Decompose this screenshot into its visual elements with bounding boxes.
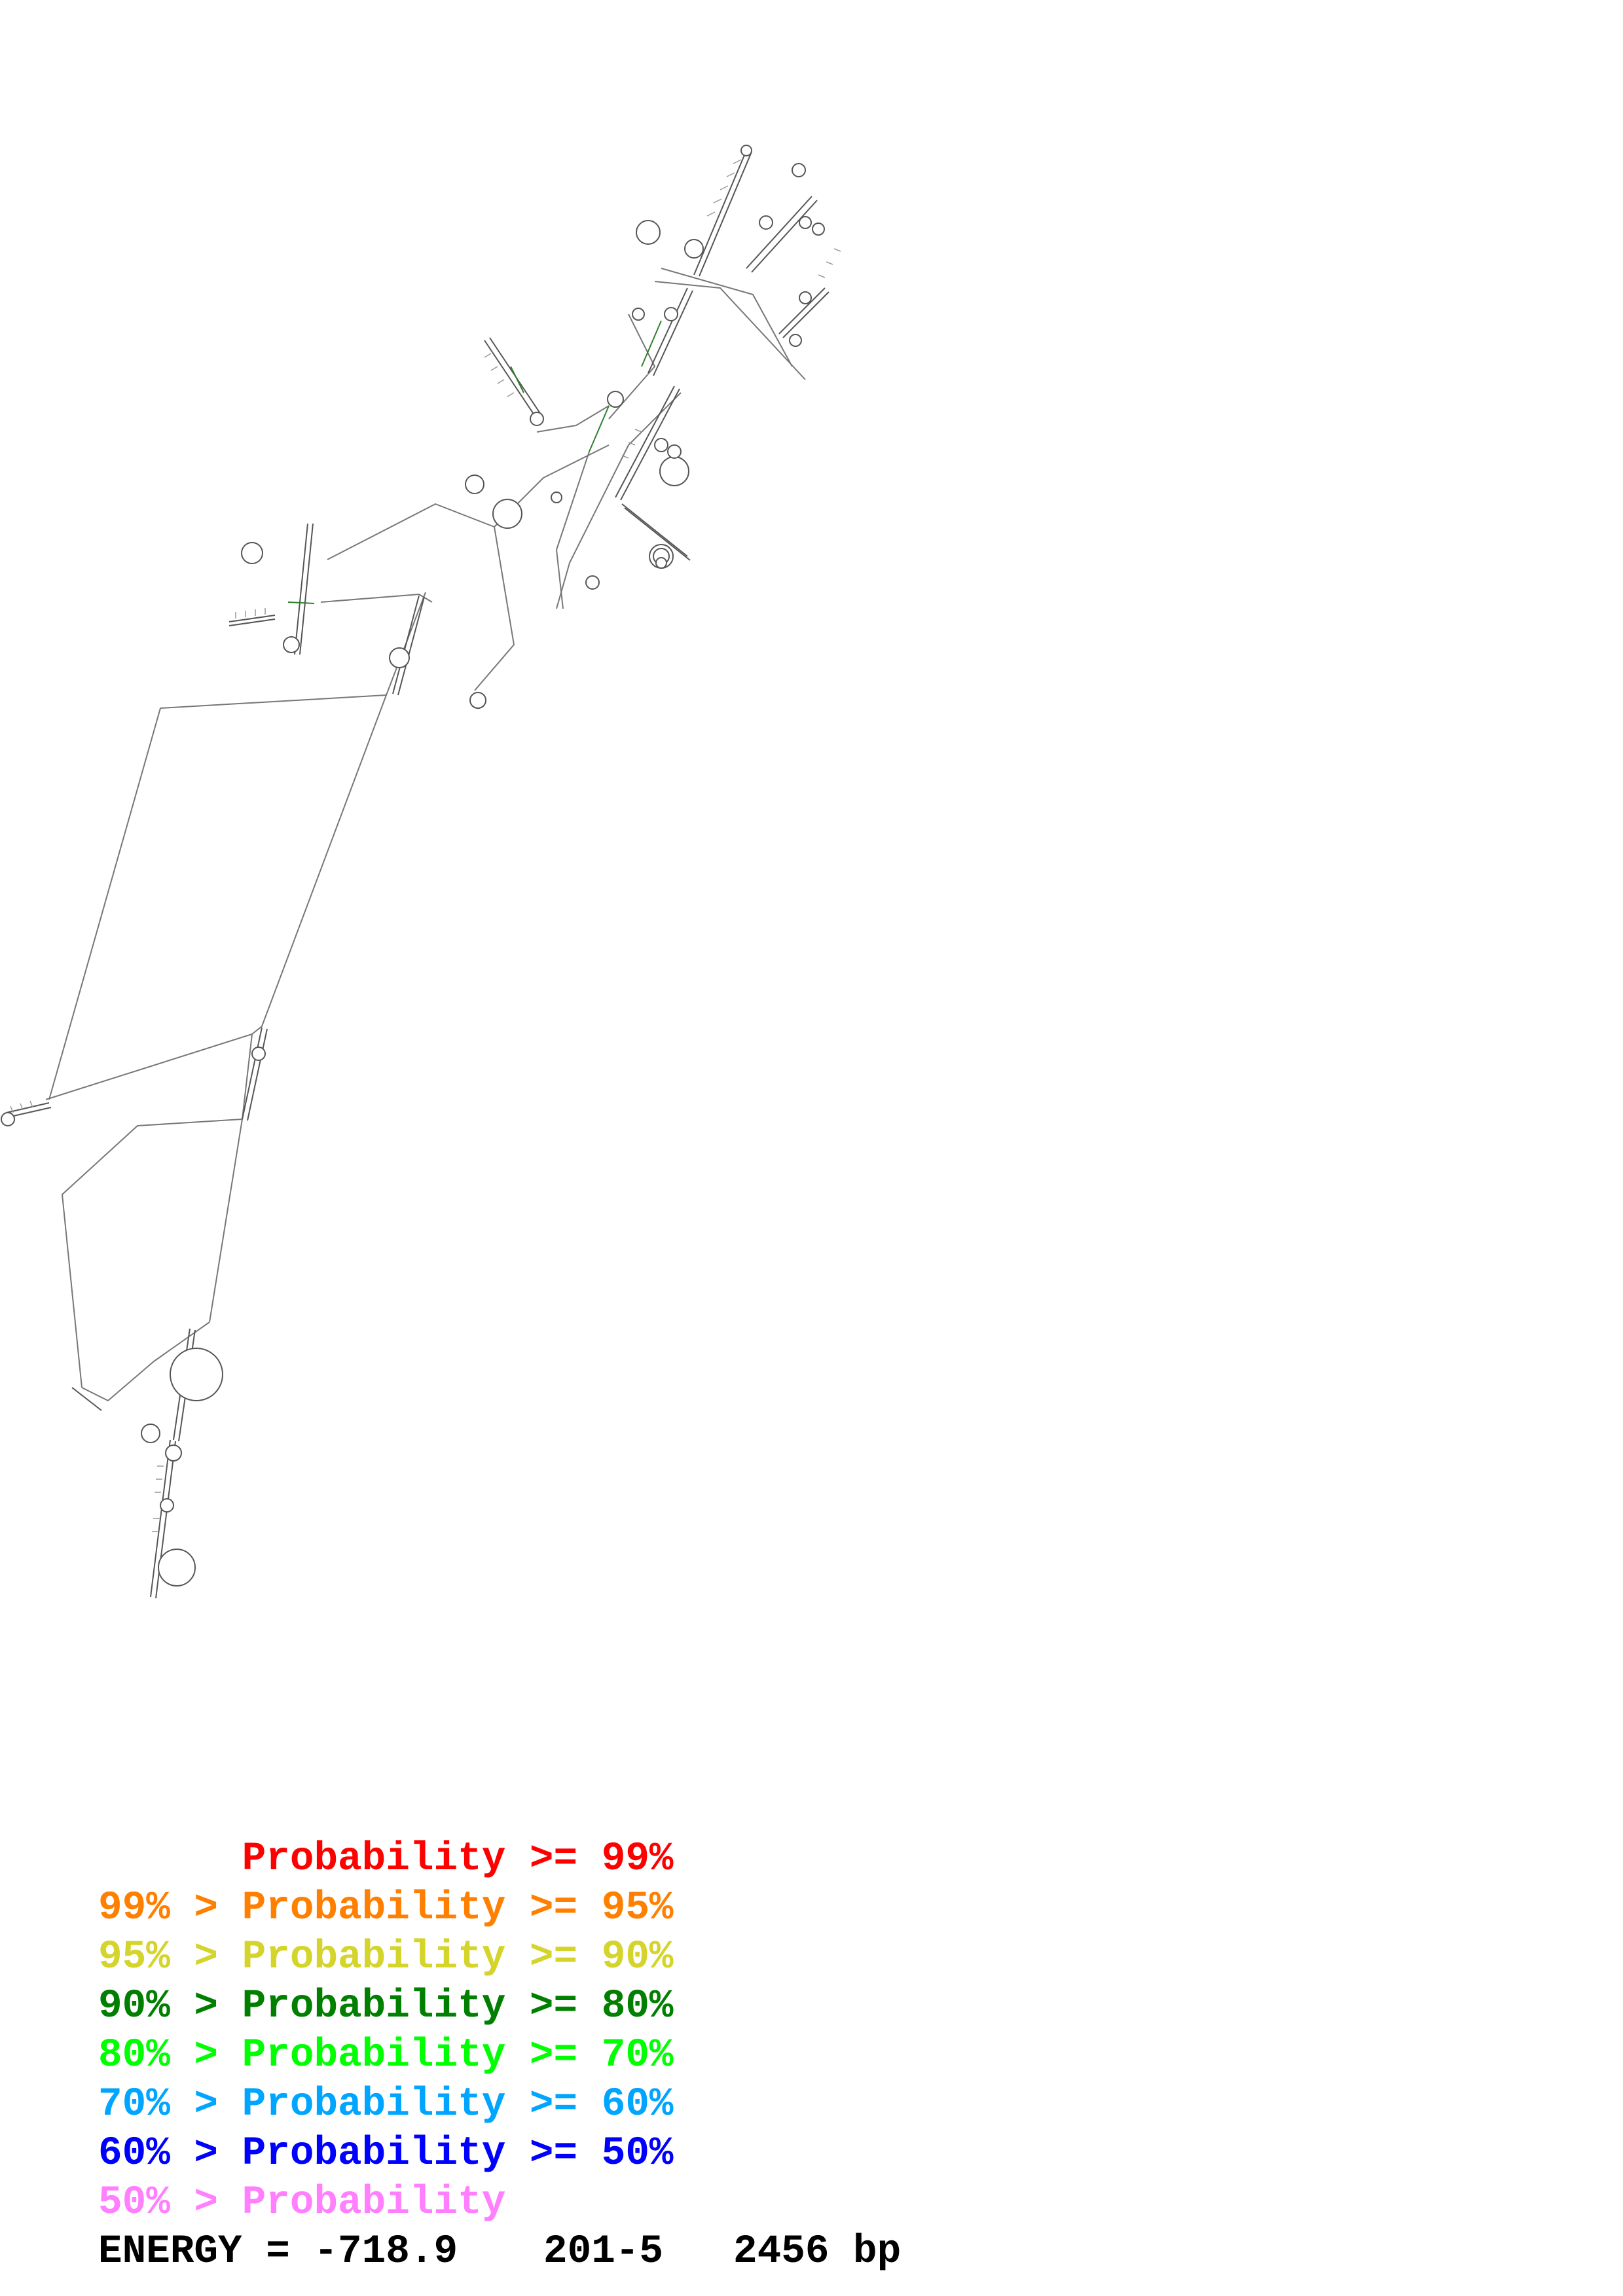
- backbone-connector: [45, 694, 387, 1100]
- helix: [653, 290, 693, 376]
- legend-entry-90: 95% > Probability >= 90%: [98, 1935, 674, 1980]
- legend-entry-95: 99% > Probability >= 95%: [98, 1886, 674, 1931]
- loop: [492, 499, 522, 529]
- loop: [251, 1047, 266, 1061]
- backbone-connector: [327, 503, 515, 691]
- helix: [615, 386, 675, 498]
- loop: [165, 1444, 182, 1462]
- backbone-connector: [81, 1321, 210, 1401]
- helix: [746, 196, 812, 269]
- helix: [699, 151, 752, 277]
- loop: [654, 438, 668, 452]
- loop: [585, 575, 600, 590]
- helix: [242, 1027, 263, 1120]
- helix: [228, 619, 276, 626]
- helix-high-probability: [287, 601, 315, 604]
- helix: [778, 287, 826, 334]
- loop: [655, 557, 667, 569]
- backbone-connector: [661, 268, 793, 367]
- loop: [667, 444, 682, 459]
- helix: [299, 523, 314, 655]
- sequence-length: 2456 bp: [733, 2229, 902, 2274]
- helix: [294, 523, 308, 655]
- loop: [465, 475, 484, 494]
- base-ticks: [152, 1465, 164, 1532]
- backbone-connector: [62, 1033, 253, 1388]
- loop: [799, 291, 812, 304]
- helix: [7, 1107, 52, 1118]
- backbone-connector: [556, 392, 682, 609]
- loop: [684, 239, 704, 259]
- base-ticks: [621, 429, 642, 459]
- backbone-connector: [320, 594, 433, 603]
- base-ticks: [706, 159, 742, 217]
- loop: [160, 1498, 174, 1513]
- legend-entry-50: 60% > Probability >= 50%: [98, 2131, 674, 2176]
- helix: [647, 287, 688, 374]
- loop: [283, 636, 300, 653]
- loop: [141, 1424, 160, 1443]
- helix: [693, 150, 747, 276]
- loop: [792, 163, 806, 177]
- base-ticks: [235, 608, 266, 619]
- helix: [6, 1102, 50, 1113]
- backbone-connector: [209, 1119, 243, 1323]
- base-ticks: [10, 1100, 33, 1113]
- loop: [636, 220, 661, 245]
- helix: [782, 291, 830, 338]
- loop: [812, 223, 825, 236]
- loop: [799, 216, 812, 229]
- helix-high-probability: [589, 405, 610, 452]
- loop: [158, 1549, 196, 1587]
- loop: [664, 307, 678, 321]
- helix: [620, 388, 680, 501]
- loop: [530, 412, 544, 426]
- helix-high-probability: [641, 320, 662, 367]
- loop: [659, 456, 689, 486]
- rna-secondary-structure: [1, 145, 841, 1599]
- loop: [1, 1112, 15, 1126]
- loop: [170, 1348, 223, 1401]
- energy-value: ENERGY = -718.9: [98, 2229, 458, 2274]
- legend-entry-below-50: 50% > Probability: [98, 2180, 506, 2225]
- backbone-connector: [536, 405, 610, 433]
- loop: [789, 334, 802, 347]
- region-label: 201-5: [543, 2229, 664, 2274]
- helix: [150, 1439, 171, 1598]
- backbone-connector: [608, 314, 655, 420]
- loop: [607, 391, 624, 408]
- loop: [389, 647, 410, 668]
- loop: [469, 692, 486, 709]
- helix: [392, 595, 420, 694]
- helix: [624, 507, 691, 561]
- legend-entry-70: 80% > Probability >= 70%: [98, 2033, 674, 2078]
- loop: [551, 492, 562, 503]
- helix: [751, 200, 818, 273]
- base-ticks: [484, 353, 515, 397]
- legend-entry-80: 90% > Probability >= 80%: [98, 1984, 674, 2029]
- helix: [247, 1028, 268, 1121]
- loop: [632, 308, 645, 321]
- backbone-connector: [654, 281, 806, 380]
- helix-high-probability: [510, 366, 524, 393]
- loop: [740, 145, 752, 156]
- helix: [71, 1387, 102, 1411]
- helix: [228, 615, 276, 622]
- base-ticks: [818, 248, 841, 278]
- helix: [397, 596, 425, 696]
- loop: [241, 542, 263, 564]
- legend-entry-99: Probability >= 99%: [98, 1837, 674, 1882]
- legend-entry-60: 70% > Probability >= 60%: [98, 2082, 674, 2127]
- loop: [759, 215, 773, 230]
- helix: [621, 503, 688, 557]
- backbone-connector: [48, 708, 161, 1100]
- backbone-connector: [556, 451, 590, 609]
- helix: [484, 340, 538, 420]
